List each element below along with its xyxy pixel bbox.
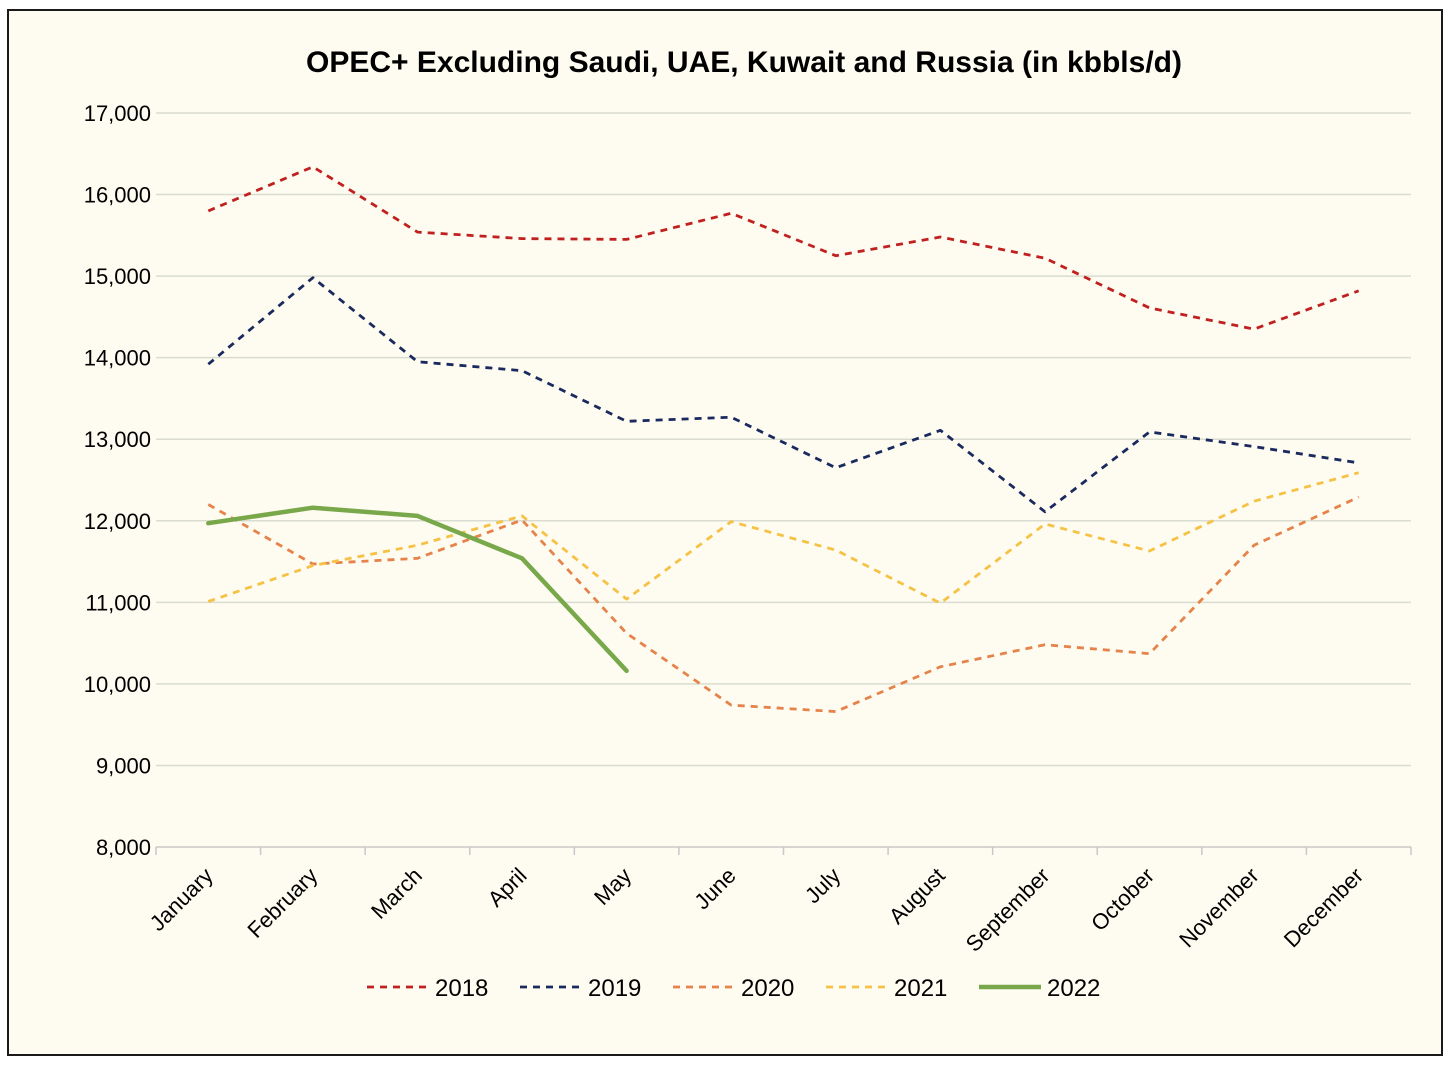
x-tick-label: April [483, 863, 532, 912]
x-tick-label: June [689, 863, 740, 914]
y-tick-label: 11,000 [85, 590, 151, 615]
line-chart: OPEC+ Excluding Saudi, UAE, Kuwait and R… [84, 46, 1412, 1002]
series-lines [206, 165, 1360, 713]
legend-item-2021: 2021 [826, 975, 947, 1002]
legend-label: 2018 [435, 975, 488, 1002]
y-tick-label: 17,000 [84, 101, 151, 126]
legend-item-2022: 2022 [979, 975, 1100, 1002]
y-tick-label: 13,000 [84, 427, 151, 452]
x-tick-label: October [1086, 863, 1159, 936]
legend-label: 2022 [1047, 975, 1100, 1002]
x-tick-label: August [884, 863, 950, 929]
x-tick-label: December [1279, 863, 1368, 952]
x-tick-label: January [145, 863, 218, 936]
x-tick-label: September [961, 863, 1055, 957]
gridlines [156, 112, 1411, 767]
legend-item-2019: 2019 [520, 975, 641, 1002]
x-axis [155, 846, 1412, 855]
legend-label: 2019 [588, 975, 641, 1002]
x-tick-label: May [589, 863, 636, 910]
y-axis-tick-labels: 8,000 9,000 10,000 11,000 12,000 13,000 14,000… [84, 101, 151, 860]
legend: 2018 2019 2020 2021 2022 [367, 975, 1100, 1002]
legend-item-2018: 2018 [367, 975, 488, 1002]
series-line-2018 [207, 165, 1360, 331]
x-tick-label: March [366, 863, 427, 924]
series-line-2021 [207, 471, 1360, 605]
x-tick-label: November [1174, 863, 1263, 952]
x-tick-label: February [242, 863, 322, 943]
legend-item-2020: 2020 [673, 975, 794, 1002]
y-tick-label: 16,000 [84, 183, 151, 208]
series-line-2020 [207, 495, 1360, 713]
chart-title: OPEC+ Excluding Saudi, UAE, Kuwait and R… [306, 46, 1182, 79]
y-tick-label: 10,000 [84, 672, 151, 697]
y-tick-label: 15,000 [84, 264, 151, 289]
y-tick-label: 14,000 [84, 346, 151, 371]
series-line-2019 [207, 276, 1359, 514]
legend-label: 2020 [741, 975, 794, 1002]
y-tick-label: 12,000 [84, 509, 151, 534]
y-tick-label: 8,000 [96, 835, 151, 860]
x-tick-label: July [800, 863, 845, 908]
y-tick-label: 9,000 [96, 753, 151, 778]
x-axis-tick-labels: January February March April May June July Augu… [145, 863, 1368, 957]
series-line-2022 [206, 505, 629, 674]
chart-frame: OPEC+ Excluding Saudi, UAE, Kuwait and R… [7, 9, 1443, 1056]
legend-label: 2021 [894, 975, 947, 1002]
